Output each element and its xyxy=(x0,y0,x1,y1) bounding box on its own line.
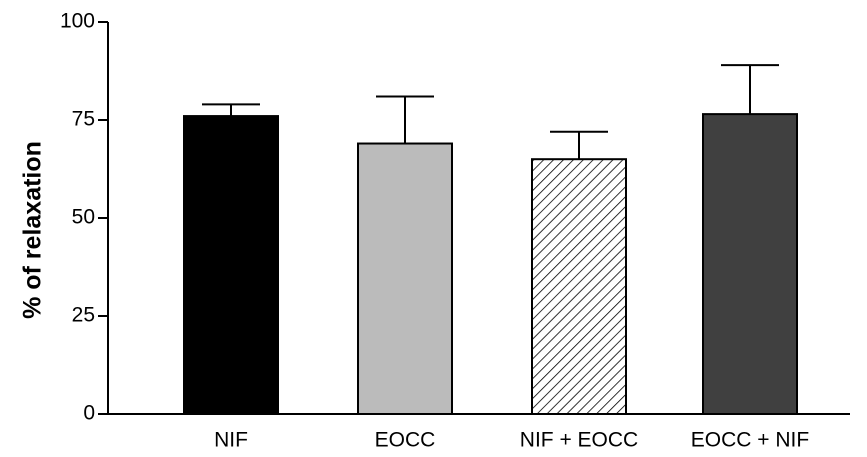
y-tick-label: 25 xyxy=(72,304,95,327)
y-tick-label: 75 xyxy=(72,108,95,131)
bar-2 xyxy=(357,142,453,416)
y-tick-label: 100 xyxy=(60,10,95,33)
category-label-2: EOCC xyxy=(375,429,436,452)
category-label-1: NIF xyxy=(214,429,248,452)
bar-4 xyxy=(702,113,798,416)
category-label-3: NIF + EOCC xyxy=(520,429,638,452)
y-tick-label: 50 xyxy=(72,206,95,229)
y-tick-label: 0 xyxy=(83,402,95,425)
category-label-4: EOCC + NIF xyxy=(691,429,809,452)
y-axis-title: % of relaxation xyxy=(19,141,47,319)
bar-3 xyxy=(531,158,627,415)
bar-1 xyxy=(183,115,279,416)
